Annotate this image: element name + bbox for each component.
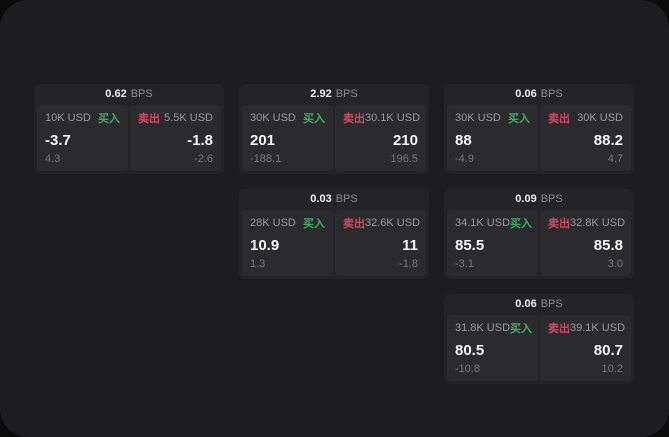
sell-delta: -2.6	[194, 153, 213, 165]
buy-label: 买入	[508, 113, 530, 125]
bps-value: 0.09	[515, 193, 537, 205]
buy-amount: 10K USD	[45, 112, 91, 124]
buy-tile[interactable]: 31.8K USD 买入 80.5 -10.8	[447, 315, 538, 381]
buy-price: 85.5	[455, 236, 485, 254]
quote-card: 0.06 BPS 30K USD 买入 88 -4.9 卖出 30K USD 88…	[444, 84, 634, 174]
bps-value: 0.06	[515, 88, 537, 100]
buy-tile[interactable]: 28K USD 买入 10.9 1.3	[242, 210, 333, 276]
buy-delta: -3.1	[455, 258, 474, 270]
sell-price: 88.2	[593, 131, 623, 149]
sell-label: 卖出	[548, 323, 570, 335]
buy-label: 买入	[510, 323, 533, 335]
sell-label: 卖出	[343, 218, 365, 230]
sell-tile[interactable]: 卖出 30.1K USD 210 196.5	[335, 105, 426, 171]
bps-unit: BPS	[130, 88, 153, 100]
sell-label: 卖出	[138, 113, 160, 125]
card-body: 28K USD 买入 10.9 1.3 卖出 32.6K USD 11 -1.8	[239, 210, 429, 279]
sell-delta: 196.5	[390, 153, 418, 165]
quote-card: 0.03 BPS 28K USD 买入 10.9 1.3 卖出 32.6K USD…	[239, 189, 429, 279]
sell-tile[interactable]: 卖出 32.6K USD 11 -1.8	[335, 210, 426, 276]
sell-delta: 3.0	[607, 258, 623, 270]
buy-amount: 30K USD	[455, 112, 501, 124]
buy-delta: 4.3	[45, 153, 61, 165]
card-header: 0.06 BPS	[444, 294, 634, 315]
sell-delta: -1.8	[399, 258, 418, 270]
sell-amount: 30.1K USD	[365, 112, 421, 124]
buy-amount: 28K USD	[250, 217, 296, 229]
buy-price: 10.9	[250, 236, 280, 254]
sell-amount: 32.8K USD	[570, 217, 626, 229]
buy-delta: -188.1	[250, 153, 282, 165]
buy-price: -3.7	[45, 131, 71, 149]
sell-label: 卖出	[548, 113, 570, 125]
sell-amount: 32.6K USD	[365, 217, 421, 229]
buy-tile[interactable]: 30K USD 买入 201 -188.1	[242, 105, 333, 171]
buy-tile[interactable]: 34.1K USD 买入 85.5 -3.1	[447, 210, 538, 276]
sell-delta: 10.2	[601, 363, 623, 375]
sell-price: 80.7	[593, 341, 623, 359]
buy-delta: -10.8	[455, 363, 481, 375]
buy-amount: 34.1K USD	[455, 217, 511, 229]
buy-delta: -4.9	[455, 153, 474, 165]
bps-unit: BPS	[540, 193, 563, 205]
sell-amount: 39.1K USD	[570, 322, 626, 334]
sell-amount: 5.5K USD	[164, 112, 213, 124]
bps-value: 0.62	[105, 88, 127, 100]
sell-tile[interactable]: 卖出 39.1K USD 80.7 10.2	[540, 315, 631, 381]
buy-price: 80.5	[455, 341, 485, 359]
sell-label: 卖出	[343, 113, 365, 125]
card-header: 0.09 BPS	[444, 189, 634, 210]
sell-price: 210	[392, 131, 418, 149]
sell-tile[interactable]: 卖出 30K USD 88.2 4.7	[540, 105, 631, 171]
buy-amount: 30K USD	[250, 112, 296, 124]
card-header: 0.62 BPS	[34, 84, 224, 105]
buy-label: 买入	[510, 218, 533, 230]
buy-label: 买入	[98, 113, 120, 125]
quote-card: 0.06 BPS 31.8K USD 买入 80.5 -10.8 卖出 39.1K…	[444, 294, 634, 384]
sell-delta: 4.7	[607, 153, 623, 165]
bps-value: 0.03	[310, 193, 332, 205]
bps-value: 2.92	[310, 88, 332, 100]
sell-price: 85.8	[593, 236, 623, 254]
buy-price: 88	[455, 131, 472, 149]
card-body: 30K USD 买入 88 -4.9 卖出 30K USD 88.2 4.7	[444, 105, 634, 174]
card-body: 30K USD 买入 201 -188.1 卖出 30.1K USD 210 1…	[239, 105, 429, 174]
buy-tile[interactable]: 30K USD 买入 88 -4.9	[447, 105, 538, 171]
sell-tile[interactable]: 卖出 32.8K USD 85.8 3.0	[540, 210, 631, 276]
card-body: 10K USD 买入 -3.7 4.3 卖出 5.5K USD -1.8 -2.…	[34, 105, 224, 174]
bps-unit: BPS	[540, 298, 563, 310]
buy-amount: 31.8K USD	[455, 322, 511, 334]
sell-price: 11	[402, 236, 418, 254]
bps-unit: BPS	[335, 88, 358, 100]
bps-value: 0.06	[515, 298, 537, 310]
card-header: 2.92 BPS	[239, 84, 429, 105]
buy-delta: 1.3	[250, 258, 266, 270]
buy-label: 买入	[303, 218, 325, 230]
sell-amount: 30K USD	[577, 112, 623, 124]
buy-tile[interactable]: 10K USD 买入 -3.7 4.3	[37, 105, 128, 171]
card-header: 0.06 BPS	[444, 84, 634, 105]
quote-card: 0.09 BPS 34.1K USD 买入 85.5 -3.1 卖出 32.8K …	[444, 189, 634, 279]
bps-unit: BPS	[335, 193, 358, 205]
sell-label: 卖出	[548, 218, 570, 230]
sell-price: -1.8	[187, 131, 213, 149]
quote-card: 2.92 BPS 30K USD 买入 201 -188.1 卖出 30.1K U…	[239, 84, 429, 174]
card-header: 0.03 BPS	[239, 189, 429, 210]
bps-unit: BPS	[540, 88, 563, 100]
buy-price: 201	[250, 131, 276, 149]
quote-card: 0.62 BPS 10K USD 买入 -3.7 4.3 卖出 5.5K USD …	[34, 84, 224, 174]
buy-label: 买入	[303, 113, 325, 125]
sell-tile[interactable]: 卖出 5.5K USD -1.8 -2.6	[130, 105, 221, 171]
card-body: 31.8K USD 买入 80.5 -10.8 卖出 39.1K USD 80.…	[444, 315, 634, 384]
card-body: 34.1K USD 买入 85.5 -3.1 卖出 32.8K USD 85.8…	[444, 210, 634, 279]
